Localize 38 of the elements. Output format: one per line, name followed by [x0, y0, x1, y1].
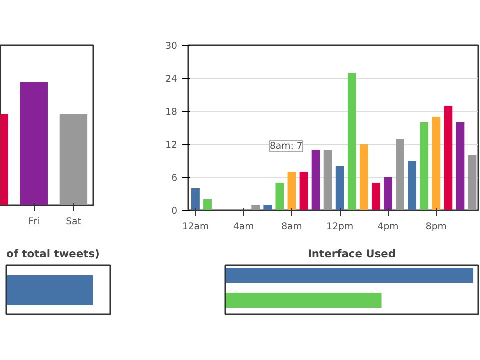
- x-tick-label: 12pm: [326, 222, 354, 232]
- bar: [264, 205, 272, 210]
- x-tick-label: Sat: [66, 216, 82, 228]
- y-tick-label: 12: [166, 140, 178, 151]
- bar: [276, 183, 284, 210]
- bar: [468, 156, 477, 210]
- bar: [444, 106, 453, 210]
- bar: [252, 205, 260, 210]
- bar: [408, 161, 417, 210]
- y-tick-label: 24: [166, 74, 178, 85]
- bar: [456, 122, 465, 210]
- y-tick-label: 18: [166, 107, 178, 118]
- bar: [324, 150, 332, 210]
- x-tick-label: 4pm: [378, 222, 399, 232]
- annotation: 8am: 7: [270, 141, 303, 152]
- chart-title: of total tweets): [6, 248, 100, 260]
- y-tick-label: 6: [172, 173, 178, 184]
- bar: [420, 122, 429, 210]
- y-tick-label: 0: [172, 206, 178, 217]
- bar: [372, 183, 380, 210]
- bar: [312, 150, 320, 210]
- x-tick-label: 8am: [282, 222, 302, 232]
- chart-title: Interface Used: [308, 248, 396, 260]
- bar: [192, 188, 200, 210]
- x-tick-label: Fri: [28, 216, 40, 228]
- y-tick-label: 30: [166, 41, 178, 52]
- x-tick-label: 12am: [182, 222, 210, 232]
- bar: [432, 117, 441, 210]
- bar: [336, 166, 344, 210]
- bar: [300, 172, 308, 210]
- bar: [288, 172, 296, 210]
- bar: [396, 139, 404, 210]
- x-tick-label: 4am: [233, 222, 254, 232]
- x-tick-label: 8pm: [426, 222, 447, 232]
- bar: [204, 200, 212, 210]
- bar: [384, 178, 392, 210]
- bar: [348, 73, 356, 210]
- bar: [360, 144, 368, 210]
